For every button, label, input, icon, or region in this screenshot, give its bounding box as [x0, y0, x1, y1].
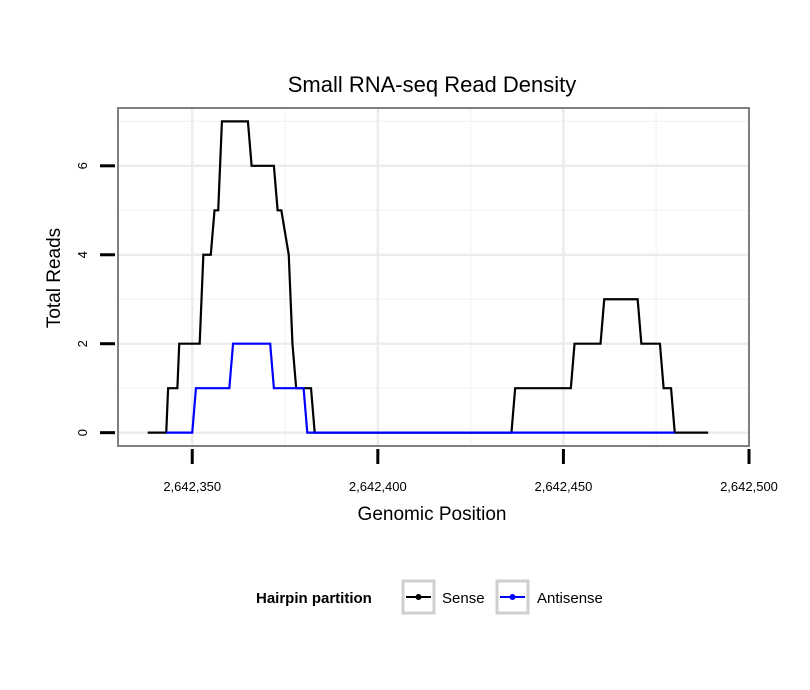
x-axis-label: Genomic Position — [358, 504, 507, 525]
y-axis-ticks: 0 2 4 6 — [75, 162, 115, 436]
x-tick-label: 2,642,350 — [163, 479, 221, 494]
series-layer — [147, 120, 709, 434]
series-line-antisense — [166, 342, 675, 434]
legend-label: Antisense — [537, 590, 603, 607]
grid-layer — [117, 107, 751, 447]
y-tick-label: 0 — [75, 429, 90, 436]
legend-key-point — [415, 594, 422, 600]
series-line-sense — [147, 120, 709, 434]
y-axis-label: Total Reads — [44, 228, 65, 328]
y-tick-label: 2 — [75, 340, 90, 347]
legend-item-sense: Sense — [401, 579, 485, 615]
legend-label: Sense — [442, 590, 485, 607]
chart-title: Small RNA-seq Read Density — [288, 72, 577, 97]
legend-key-point — [509, 594, 516, 600]
x-tick-label: 2,642,400 — [349, 479, 407, 494]
y-tick-label: 4 — [75, 251, 90, 258]
x-axis-ticks: 2,642,350 2,642,400 2,642,450 2,642,500 — [163, 449, 778, 494]
x-tick-label: 2,642,450 — [534, 479, 592, 494]
legend-item-antisense: Antisense — [495, 579, 603, 615]
legend-items: Sense Antisense — [401, 579, 603, 615]
legend-title: Hairpin partition — [256, 590, 372, 607]
panel-border — [117, 107, 750, 447]
x-tick-label: 2,642,500 — [720, 479, 778, 494]
y-tick-label: 6 — [75, 162, 90, 169]
legend: Hairpin partition Sense Antisense — [256, 579, 603, 615]
